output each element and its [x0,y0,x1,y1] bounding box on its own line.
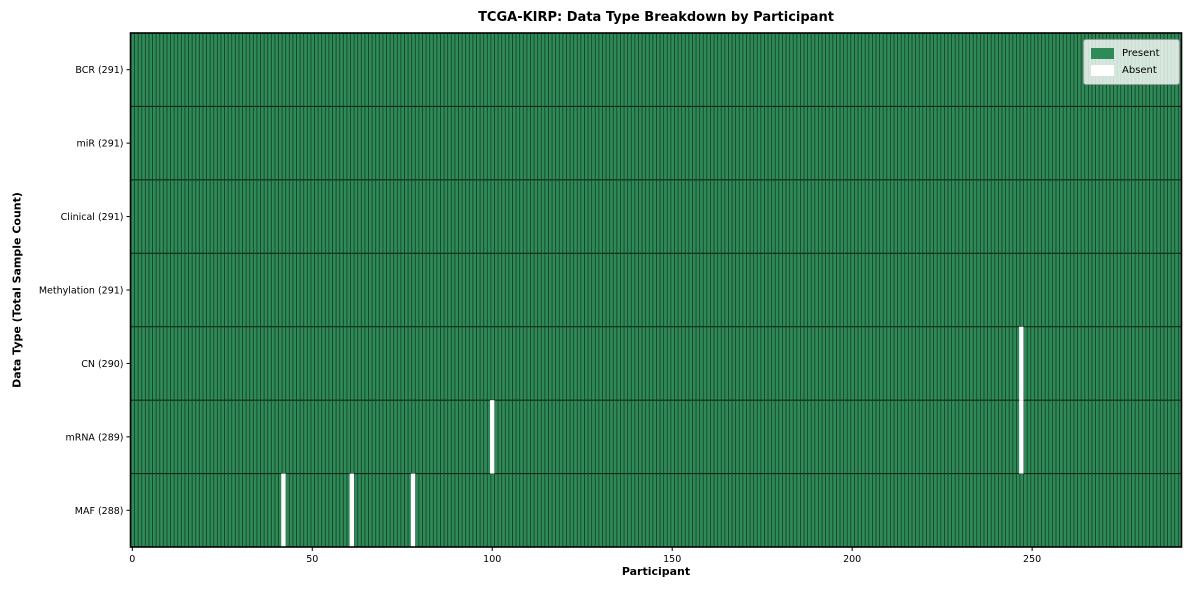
absent-swatch-icon [1091,65,1114,76]
legend-label: Present [1122,47,1160,59]
legend-entry-present: Present [1091,45,1172,62]
svg-text:miR (291): miR (291) [76,139,123,150]
svg-text:Clinical (291): Clinical (291) [61,212,124,223]
svg-text:CN (290): CN (290) [81,359,123,370]
svg-text:250: 250 [1023,554,1041,565]
svg-text:Methylation (291): Methylation (291) [39,286,124,297]
svg-text:MAF (288): MAF (288) [75,506,124,517]
legend: Present Absent [1083,39,1180,85]
present-swatch-icon [1091,48,1114,59]
y-axis-label: Data Type (Total Sample Count) [10,192,24,388]
svg-text:BCR (291): BCR (291) [75,65,123,76]
chart-title: TCGA-KIRP: Data Type Breakdown by Partic… [478,10,834,25]
x-axis-label: Participant [621,565,691,578]
svg-text:mRNA (289): mRNA (289) [65,432,123,443]
legend-entry-absent: Absent [1091,62,1172,79]
legend-label: Absent [1122,64,1157,76]
svg-text:100: 100 [483,554,501,565]
svg-text:0: 0 [129,554,135,565]
svg-text:200: 200 [843,554,861,565]
svg-text:150: 150 [663,554,681,565]
svg-text:50: 50 [306,554,318,565]
